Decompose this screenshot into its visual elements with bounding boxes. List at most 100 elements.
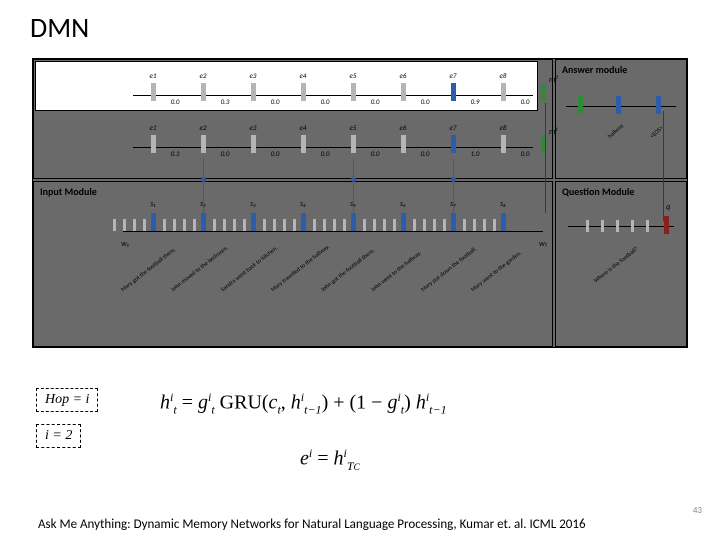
word-tick	[223, 219, 226, 231]
gate-value: 0.3	[221, 97, 230, 106]
episodic-tick	[501, 83, 506, 101]
input-sentence-tick	[251, 213, 256, 231]
input-sentence-tick	[151, 213, 156, 231]
word-tick	[363, 219, 366, 231]
word-tick	[123, 219, 126, 231]
e-label: e2	[200, 71, 207, 80]
i-box: i = 2	[36, 424, 81, 448]
word-tick	[273, 219, 276, 231]
gate-value: 1.0	[471, 149, 480, 158]
word-tick	[333, 219, 336, 231]
s-label: s₈	[500, 199, 506, 209]
gate-value: 0.0	[271, 97, 280, 106]
episodic-tick	[401, 135, 406, 153]
episodic-tick	[351, 83, 356, 101]
word-tick	[423, 219, 426, 231]
episodic-tick	[151, 83, 156, 101]
gate-value: 0.0	[221, 149, 230, 158]
word-tick	[373, 219, 376, 231]
word-tick	[133, 219, 136, 231]
episodic-tick	[201, 135, 206, 153]
word-tick	[383, 219, 386, 231]
episodic-tick	[201, 83, 206, 101]
episodic-tick	[251, 135, 256, 153]
gate-value: 0.9	[471, 97, 480, 106]
e-label: e7	[450, 71, 457, 80]
word-tick	[493, 219, 496, 231]
e-label: e8	[500, 71, 507, 80]
slide-title: DMN	[30, 10, 89, 45]
w-start: w₁	[121, 239, 129, 249]
s-label: s₃	[250, 199, 256, 209]
e-label: e7	[450, 123, 457, 132]
page-number: 43	[693, 505, 702, 516]
word-tick	[443, 219, 446, 231]
s-label: s₁	[150, 199, 155, 209]
question-sentence: Where is the football?	[592, 245, 640, 285]
word-tick	[413, 219, 416, 231]
gate-value: 0.0	[421, 97, 430, 106]
m2-tick	[541, 83, 546, 101]
episodic-tick	[251, 83, 256, 101]
e-label: e3	[250, 123, 257, 132]
word-tick	[463, 219, 466, 231]
gate-value: 0.0	[371, 97, 380, 106]
word-tick	[143, 219, 146, 231]
m2-label: m²	[549, 75, 558, 85]
e-label: e6	[400, 71, 407, 80]
citation: Ask Me Anything: Dynamic Memory Networks…	[38, 517, 586, 532]
equation-e: ei = hiTC	[300, 446, 360, 474]
word-tick	[163, 219, 166, 231]
gate-value: 0.0	[371, 149, 380, 158]
word-tick	[173, 219, 176, 231]
episodic-tick	[501, 135, 506, 153]
word-tick	[313, 219, 316, 231]
word-tick	[473, 219, 476, 231]
input-row: w₁ wₜ	[33, 209, 687, 249]
word-tick	[283, 219, 286, 231]
gate-value: 0.0	[321, 97, 330, 106]
word-tick	[433, 219, 436, 231]
episodic-tick	[301, 135, 306, 153]
dmn-diagram: Episodic MemoryModule Answer module hall…	[32, 58, 688, 348]
word-tick	[483, 219, 486, 231]
word-tick	[293, 219, 296, 231]
episodic-tick	[151, 135, 156, 153]
input-sentence-tick	[351, 213, 356, 231]
e-label: e5	[350, 71, 357, 80]
panel-question: Question Module q Where is the football?	[555, 181, 687, 347]
e-label: e6	[400, 123, 407, 132]
episodic-tick	[401, 83, 406, 101]
gate-value: 0.0	[421, 149, 430, 158]
gate-value: 0.3	[171, 149, 180, 158]
episodic-tick	[301, 83, 306, 101]
word-tick	[243, 219, 246, 231]
episodic-row-1	[33, 125, 687, 165]
e-label: e1	[150, 123, 157, 132]
input-sentence-tick	[501, 213, 506, 231]
e-label: e3	[250, 71, 257, 80]
gate-value: 0.0	[171, 97, 180, 106]
episodic-tick	[451, 83, 456, 101]
panel-label-question: Question Module	[562, 186, 634, 197]
gate-value: 0.0	[321, 149, 330, 158]
episodic-tick	[351, 135, 356, 153]
word-tick	[113, 219, 116, 231]
equation-gru: hit = git GRU(ct, hit−1) + (1 − git) hit…	[160, 390, 447, 418]
word-tick	[323, 219, 326, 231]
m1-label: m¹	[549, 127, 557, 137]
e-label: e4	[300, 123, 307, 132]
gate-value: 0.0	[521, 149, 530, 158]
gate-value: 0.0	[271, 149, 280, 158]
word-tick	[233, 219, 236, 231]
panel-input: Input Module	[33, 181, 553, 347]
s-label: s₆	[400, 199, 406, 209]
input-sentence-tick	[301, 213, 306, 231]
word-tick	[393, 219, 396, 231]
word-tick	[263, 219, 266, 231]
e-label: e1	[150, 71, 157, 80]
e-label: e2	[200, 123, 207, 132]
episodic-tick	[451, 135, 456, 153]
w-end: wₜ	[539, 239, 547, 249]
word-tick	[193, 219, 196, 231]
